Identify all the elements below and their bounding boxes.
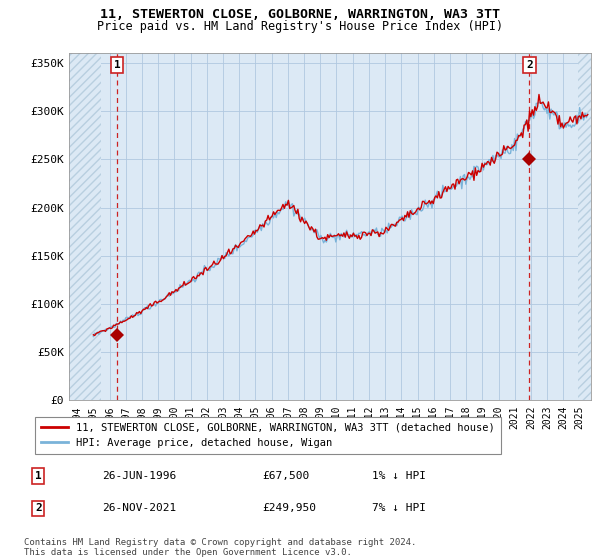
Text: £249,950: £249,950 bbox=[262, 503, 316, 514]
Text: Contains HM Land Registry data © Crown copyright and database right 2024.
This d: Contains HM Land Registry data © Crown c… bbox=[24, 538, 416, 557]
Bar bbox=[69, 53, 101, 400]
Text: Price paid vs. HM Land Registry's House Price Index (HPI): Price paid vs. HM Land Registry's House … bbox=[97, 20, 503, 32]
Text: 11, STEWERTON CLOSE, GOLBORNE, WARRINGTON, WA3 3TT: 11, STEWERTON CLOSE, GOLBORNE, WARRINGTO… bbox=[100, 8, 500, 21]
Text: 2: 2 bbox=[526, 60, 533, 70]
Text: 1% ↓ HPI: 1% ↓ HPI bbox=[372, 471, 426, 481]
Text: 26-JUN-1996: 26-JUN-1996 bbox=[102, 471, 176, 481]
Text: 7% ↓ HPI: 7% ↓ HPI bbox=[372, 503, 426, 514]
Text: 2: 2 bbox=[35, 503, 41, 514]
Text: £67,500: £67,500 bbox=[262, 471, 309, 481]
Legend: 11, STEWERTON CLOSE, GOLBORNE, WARRINGTON, WA3 3TT (detached house), HPI: Averag: 11, STEWERTON CLOSE, GOLBORNE, WARRINGTO… bbox=[35, 417, 501, 454]
Text: 26-NOV-2021: 26-NOV-2021 bbox=[102, 503, 176, 514]
Bar bbox=[578, 53, 591, 400]
Text: 1: 1 bbox=[35, 471, 41, 481]
Text: 1: 1 bbox=[114, 60, 121, 70]
